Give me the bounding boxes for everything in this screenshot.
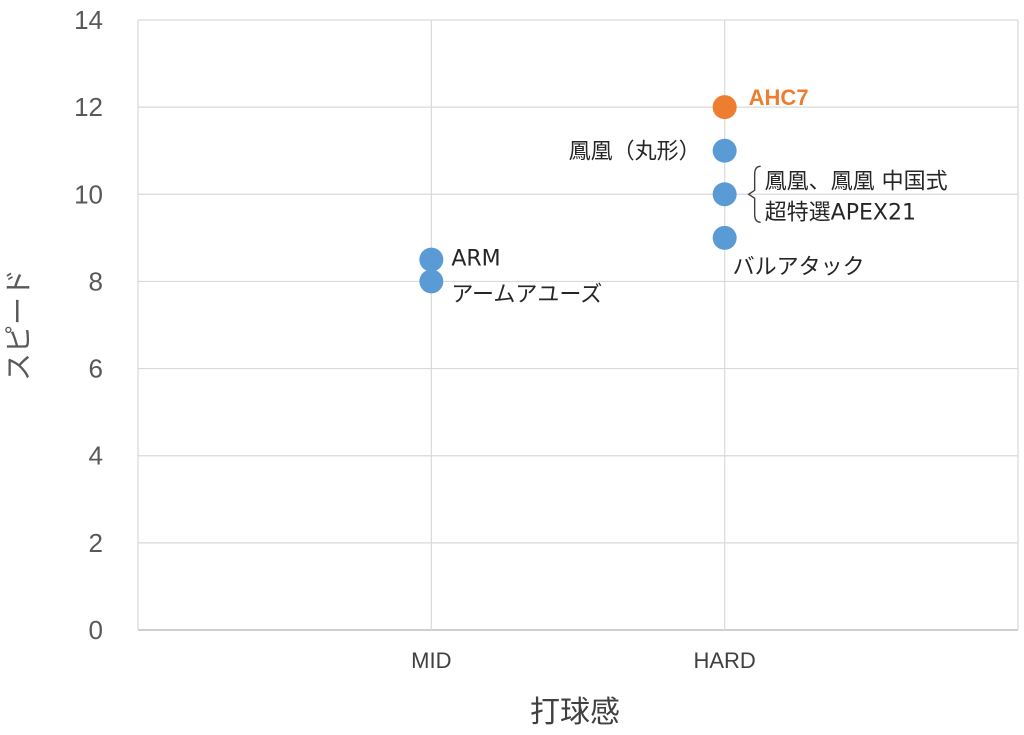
label-bracket bbox=[747, 165, 761, 223]
data-label: ARM bbox=[451, 247, 500, 272]
y-tick-label: 8 bbox=[89, 266, 103, 296]
data-label: AHC7 bbox=[749, 85, 809, 110]
y-tick-label: 6 bbox=[89, 354, 103, 384]
data-label: 超特選APEX21 bbox=[765, 200, 916, 225]
x-tick-label: MID bbox=[411, 648, 451, 673]
y-tick-label: 2 bbox=[89, 528, 103, 558]
y-tick-label: 12 bbox=[74, 92, 103, 122]
y-tick-label: 0 bbox=[89, 615, 103, 645]
y-axis-title-text: スピード bbox=[2, 269, 35, 381]
data-point bbox=[712, 138, 737, 163]
x-tick-labels: MID HARD bbox=[411, 648, 756, 673]
y-tick-labels: 0 2 4 6 8 10 12 14 bbox=[74, 5, 103, 645]
y-axis-title: スピード bbox=[2, 269, 35, 381]
data-point bbox=[712, 225, 737, 250]
data-label: アームアユーズ bbox=[451, 282, 602, 307]
x-axis-title: 打球感 bbox=[530, 695, 620, 730]
x-gridlines bbox=[137, 20, 1019, 630]
y-tick-label: 14 bbox=[74, 5, 103, 35]
data-point bbox=[712, 182, 737, 207]
y-tick-label: 4 bbox=[89, 441, 103, 471]
data-points bbox=[419, 95, 737, 294]
y-tick-label: 10 bbox=[74, 179, 103, 209]
data-point bbox=[712, 95, 737, 120]
data-label: 鳳凰（丸形） bbox=[569, 140, 701, 165]
y-gridlines bbox=[138, 19, 1018, 631]
data-label: 鳳凰、鳳凰 中国式 bbox=[765, 169, 948, 194]
x-tick-label: HARD bbox=[693, 648, 755, 673]
data-label: バルアタック bbox=[733, 255, 865, 280]
data-point bbox=[419, 247, 444, 272]
data-point bbox=[419, 269, 444, 294]
